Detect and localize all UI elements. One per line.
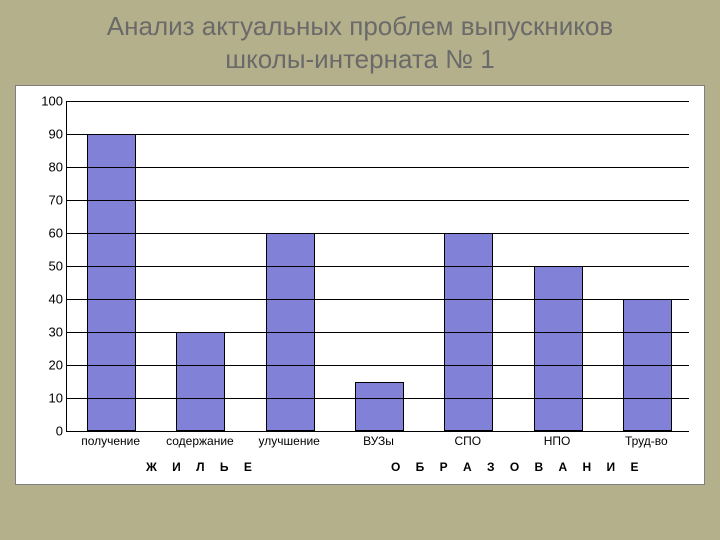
y-tick-label: 60 (23, 226, 67, 241)
x-tick-label: улучшение (259, 434, 320, 448)
x-tick-label: Труд-во (625, 434, 668, 448)
y-tick-label: 70 (23, 193, 67, 208)
gridline (67, 365, 689, 366)
gridline (67, 266, 689, 267)
bar (87, 134, 136, 431)
y-tick-label: 50 (23, 259, 67, 274)
group-label-housing: Ж И Л Ь Е (146, 460, 258, 474)
plot-area: 0102030405060708090100 (66, 101, 689, 432)
x-tick-label: содержание (166, 434, 234, 448)
group-labels: Ж И Л Ь Е О Б Р А З О В А Н И Е (16, 460, 704, 478)
group-label-education: О Б Р А З О В А Н И Е (391, 460, 644, 474)
title-line-1: Анализ актуальных проблем выпускников (107, 11, 613, 41)
chart-container: 0102030405060708090100 получениесодержан… (15, 85, 705, 485)
x-axis-labels: получение содержание улучшение ВУЗы СПО НПО Тр… (66, 434, 689, 454)
gridline (67, 398, 689, 399)
bar (355, 382, 404, 432)
y-tick-label: 30 (23, 325, 67, 340)
x-tick-label: получение (81, 434, 140, 448)
y-tick-label: 20 (23, 358, 67, 373)
gridline (67, 167, 689, 168)
y-tick-label: 40 (23, 292, 67, 307)
gridline (67, 332, 689, 333)
gridline (67, 101, 689, 102)
slide-title: Анализ актуальных проблем выпускников шк… (0, 0, 720, 75)
x-tick-label: ВУЗы (363, 434, 394, 448)
gridline (67, 200, 689, 201)
bar (176, 332, 225, 431)
bar (534, 266, 583, 431)
title-line-2: школы-интерната № 1 (225, 44, 494, 74)
x-tick-label: СПО (454, 434, 481, 448)
y-tick-label: 90 (23, 127, 67, 142)
x-tick-label: НПО (544, 434, 571, 448)
y-tick-label: 100 (23, 94, 67, 109)
gridline (67, 299, 689, 300)
y-tick-label: 10 (23, 391, 67, 406)
gridline (67, 134, 689, 135)
y-tick-label: 80 (23, 160, 67, 175)
gridline (67, 233, 689, 234)
y-tick-label: 0 (23, 424, 67, 439)
